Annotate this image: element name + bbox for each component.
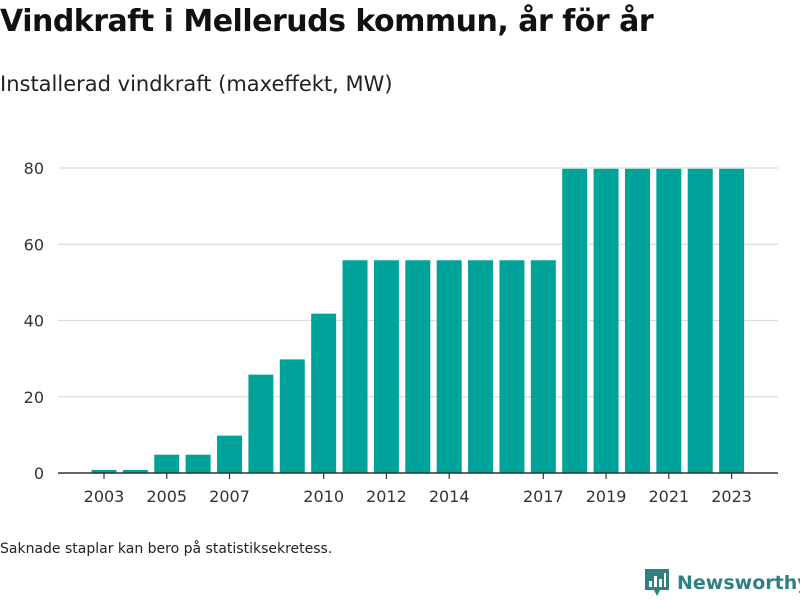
bar-2012 — [373, 260, 399, 473]
bar-2003 — [91, 469, 117, 473]
brand-logo: Newsworthy — [644, 568, 800, 598]
x-tick-label: 2023 — [711, 487, 752, 506]
bar-2016 — [499, 260, 525, 473]
x-tick-label: 2017 — [523, 487, 564, 506]
bar-2007 — [217, 435, 243, 473]
bar-2019 — [593, 168, 619, 473]
x-tick-label: 2007 — [209, 487, 250, 506]
x-axis-tick-labels: 2003 2005 2007 2010 2012 2014 2017 2019 2021 2023 — [84, 487, 752, 506]
chart-title: Vindkraft i Melleruds kommun, år för år — [0, 4, 654, 39]
footnote: Saknade staplar kan bero på statistiksek… — [0, 541, 333, 557]
bars — [91, 168, 745, 473]
bar-2020 — [624, 168, 650, 473]
y-axis-tick-labels: 0 20 40 60 80 — [24, 159, 44, 483]
bar-2022 — [687, 168, 713, 473]
y-tick-label: 20 — [24, 388, 44, 407]
x-tick-label: 2010 — [303, 487, 344, 506]
bar-2010 — [311, 313, 337, 473]
y-tick-label: 0 — [34, 464, 44, 483]
newsworthy-logo-icon — [645, 569, 669, 596]
x-axis — [58, 472, 778, 479]
bar-2013 — [405, 260, 431, 473]
chart-subtitle: Installerad vindkraft (maxeffekt, MW) — [0, 72, 393, 96]
brand-name: Newsworthy — [677, 572, 800, 594]
bar-2014 — [436, 260, 462, 473]
x-tick-label: 2021 — [648, 487, 689, 506]
bar-2005 — [154, 454, 180, 473]
y-tick-label: 60 — [24, 235, 44, 254]
bar-2017 — [530, 260, 556, 473]
y-tick-label: 40 — [24, 312, 44, 331]
bar-2021 — [656, 168, 682, 473]
bar-2015 — [468, 260, 494, 473]
x-tick-label: 2019 — [586, 487, 627, 506]
bar-2011 — [342, 260, 368, 473]
bar-2004 — [122, 469, 148, 473]
bar-2009 — [279, 359, 305, 473]
x-tick-label: 2012 — [366, 487, 407, 506]
x-tick-label: 2014 — [429, 487, 470, 506]
bar-2008 — [248, 374, 274, 473]
x-tick-label: 2005 — [146, 487, 187, 506]
x-tick-label: 2003 — [84, 487, 125, 506]
bar-2023 — [719, 168, 745, 473]
bar-2018 — [562, 168, 588, 473]
bar-2006 — [185, 454, 211, 473]
y-tick-label: 80 — [24, 159, 44, 178]
